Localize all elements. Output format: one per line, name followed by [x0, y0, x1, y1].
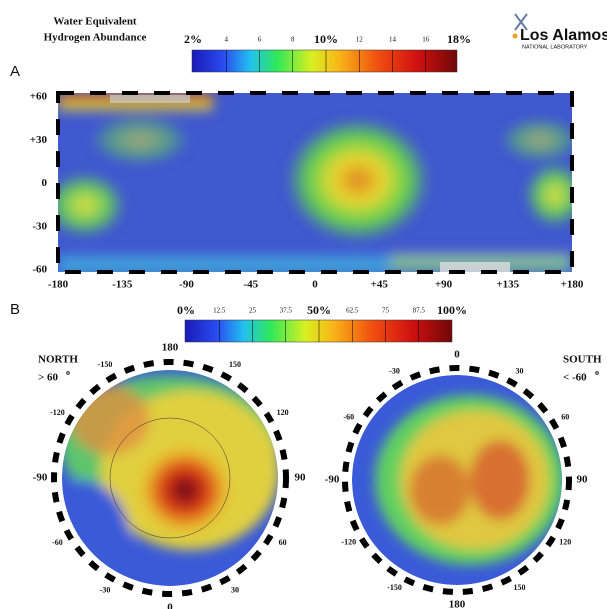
longitude-label: +45 [371, 279, 389, 291]
longitude-label: -90 [179, 279, 194, 291]
longitude-label: 0 [454, 349, 460, 361]
longitude-label: -135 [112, 279, 133, 291]
colorbar-label: 0% [177, 303, 195, 317]
colorbar [192, 50, 457, 72]
longitude-label: -60 [343, 412, 354, 421]
longitude-label: +90 [435, 279, 453, 291]
longitude-label: 0 [312, 279, 318, 291]
colorbar-label: 14 [389, 36, 397, 44]
longitude-label: 120 [277, 408, 289, 417]
region-latitude: > 60 [38, 372, 59, 384]
colorbar-label: 87.5 [413, 307, 426, 315]
logo-name: Los Alamos [520, 27, 607, 44]
colorbar-label: 37.5 [280, 307, 293, 315]
colorbar-label: 18% [447, 32, 471, 46]
longitude-label: -90 [325, 474, 340, 486]
longitude-label: +180 [561, 279, 584, 291]
title-line: Water Equivalent [53, 16, 137, 28]
longitude-label: 90 [577, 474, 589, 486]
latitude-label: -30 [32, 220, 47, 232]
panel-label: A [10, 63, 20, 80]
longitude-label: -120 [341, 537, 356, 546]
colorbar-label: 16 [422, 36, 430, 44]
colorbar-label: 2% [184, 32, 202, 46]
colorbar [185, 320, 452, 342]
region-title: NORTH [38, 354, 78, 366]
longitude-label: -150 [98, 360, 113, 369]
panel-label: B [10, 301, 20, 318]
latitude-label: 0 [42, 177, 48, 189]
colorbar-label: 6 [258, 36, 262, 44]
colorbar-label: 12.5 [213, 307, 226, 315]
logo-dot [513, 34, 518, 39]
longitude-label: 180 [449, 599, 466, 609]
region-latitude: < -60 [563, 372, 587, 384]
longitude-label: 120 [559, 537, 571, 546]
longitude-label: 0 [167, 602, 173, 609]
longitude-label: -30 [100, 585, 111, 594]
longitude-label: -180 [48, 279, 69, 291]
longitude-label: 90 [295, 472, 307, 484]
longitude-label: -90 [33, 472, 48, 484]
colorbar-label: 10% [314, 32, 338, 46]
latitude-label: +30 [30, 134, 48, 146]
longitude-label: -30 [389, 367, 400, 376]
longitude-label: 150 [229, 360, 241, 369]
longitude-label: 30 [231, 585, 239, 594]
colorbar-label: 4 [225, 36, 229, 44]
colorbar-label: 25 [249, 307, 257, 315]
latitude-label: -60 [32, 264, 47, 276]
colorbar-label: 50% [307, 303, 331, 317]
longitude-label: 150 [514, 583, 526, 592]
colorbar-label: 75 [382, 307, 390, 315]
longitude-label: -60 [52, 538, 63, 547]
longitude-label: 180 [162, 342, 179, 354]
degree-mark: o [66, 368, 70, 377]
colorbar-label: 62.5 [346, 307, 359, 315]
map-a [45, 93, 585, 275]
colorbar-label: 100% [437, 303, 467, 317]
latitude-label: +60 [30, 91, 48, 103]
longitude-label: +135 [496, 279, 519, 291]
longitude-label: 60 [561, 412, 569, 421]
degree-mark: o [595, 368, 599, 377]
longitude-label: -150 [387, 583, 402, 592]
longitude-label: 30 [516, 367, 524, 376]
colorbar-label: 8 [291, 36, 295, 44]
longitude-label: 60 [279, 538, 287, 547]
figure: Water Equivalent Hydrogen Abundance Los … [0, 0, 607, 609]
colorbar-label: 12 [356, 36, 364, 44]
region-title: SOUTH [563, 354, 602, 366]
longitude-label: -45 [243, 279, 258, 291]
title-line: Hydrogen Abundance [44, 32, 147, 44]
logo-subtitle: NATIONAL LABORATORY [522, 44, 588, 50]
longitude-label: -120 [50, 408, 65, 417]
